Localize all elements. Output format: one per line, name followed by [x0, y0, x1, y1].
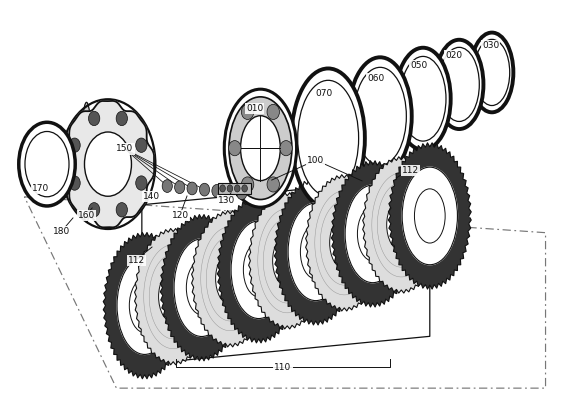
Ellipse shape	[81, 102, 92, 222]
Ellipse shape	[242, 185, 247, 192]
Polygon shape	[388, 143, 471, 289]
Ellipse shape	[116, 111, 127, 126]
Ellipse shape	[234, 185, 240, 192]
Polygon shape	[345, 185, 400, 283]
Ellipse shape	[301, 225, 331, 279]
Text: 120: 120	[171, 211, 189, 220]
Ellipse shape	[241, 116, 280, 181]
Text: 070: 070	[315, 90, 332, 98]
Polygon shape	[363, 157, 440, 293]
Text: 030: 030	[482, 41, 499, 50]
Ellipse shape	[354, 67, 406, 165]
Text: 112: 112	[402, 166, 419, 175]
Ellipse shape	[136, 176, 147, 190]
Ellipse shape	[298, 80, 359, 196]
Text: 130: 130	[218, 196, 235, 205]
Ellipse shape	[227, 185, 233, 192]
Ellipse shape	[69, 138, 80, 152]
Ellipse shape	[273, 235, 302, 286]
Ellipse shape	[470, 32, 513, 112]
Ellipse shape	[231, 221, 286, 318]
Ellipse shape	[158, 271, 188, 322]
Ellipse shape	[136, 138, 147, 152]
Ellipse shape	[243, 243, 274, 297]
Ellipse shape	[267, 177, 280, 192]
Polygon shape	[217, 197, 300, 343]
Ellipse shape	[216, 253, 245, 304]
Ellipse shape	[414, 189, 445, 243]
Text: 100: 100	[307, 156, 324, 166]
Text: 150: 150	[116, 144, 134, 154]
Ellipse shape	[224, 89, 297, 207]
Polygon shape	[160, 214, 243, 361]
Ellipse shape	[267, 104, 280, 120]
Ellipse shape	[186, 260, 217, 315]
Ellipse shape	[241, 104, 254, 120]
Text: 170: 170	[32, 184, 49, 192]
Ellipse shape	[439, 47, 479, 122]
Ellipse shape	[117, 257, 172, 354]
Text: 020: 020	[445, 51, 462, 60]
Ellipse shape	[329, 217, 359, 269]
Ellipse shape	[116, 203, 127, 217]
Ellipse shape	[357, 207, 388, 261]
Ellipse shape	[88, 203, 100, 217]
Text: 110: 110	[275, 363, 291, 372]
Text: 010: 010	[246, 104, 263, 113]
Ellipse shape	[25, 132, 69, 197]
Ellipse shape	[387, 199, 416, 251]
Text: 180: 180	[53, 227, 70, 236]
Ellipse shape	[237, 187, 247, 200]
Text: 112: 112	[128, 256, 145, 265]
Polygon shape	[62, 101, 154, 227]
Ellipse shape	[396, 48, 451, 150]
Ellipse shape	[474, 39, 510, 106]
Ellipse shape	[84, 132, 131, 196]
Ellipse shape	[174, 239, 229, 336]
Bar	[218, 183, 251, 194]
Ellipse shape	[187, 182, 197, 195]
Polygon shape	[288, 203, 344, 301]
Text: 050: 050	[410, 61, 427, 70]
Polygon shape	[117, 257, 172, 354]
Ellipse shape	[345, 185, 400, 283]
Text: 160: 160	[78, 211, 95, 220]
Ellipse shape	[349, 57, 411, 175]
Polygon shape	[402, 167, 457, 265]
Ellipse shape	[69, 176, 80, 190]
Ellipse shape	[220, 185, 225, 192]
Polygon shape	[135, 228, 212, 365]
Polygon shape	[103, 232, 186, 379]
Text: 060: 060	[367, 74, 384, 83]
Ellipse shape	[212, 184, 222, 197]
Ellipse shape	[280, 141, 292, 156]
Ellipse shape	[241, 177, 254, 192]
Ellipse shape	[229, 141, 241, 156]
Ellipse shape	[19, 122, 75, 206]
Ellipse shape	[229, 97, 292, 200]
Ellipse shape	[88, 111, 100, 126]
Ellipse shape	[288, 203, 344, 301]
Polygon shape	[275, 179, 357, 325]
Ellipse shape	[435, 40, 483, 129]
Ellipse shape	[291, 68, 365, 208]
Ellipse shape	[174, 181, 185, 194]
Polygon shape	[248, 193, 326, 329]
Polygon shape	[192, 210, 269, 347]
Ellipse shape	[162, 180, 172, 192]
Polygon shape	[174, 239, 229, 336]
Ellipse shape	[224, 186, 234, 198]
Ellipse shape	[129, 278, 160, 333]
Polygon shape	[231, 221, 286, 318]
Ellipse shape	[402, 167, 457, 265]
Ellipse shape	[199, 183, 209, 196]
Polygon shape	[306, 175, 383, 311]
Text: 140: 140	[143, 192, 161, 201]
Ellipse shape	[400, 56, 446, 141]
Polygon shape	[331, 161, 414, 307]
